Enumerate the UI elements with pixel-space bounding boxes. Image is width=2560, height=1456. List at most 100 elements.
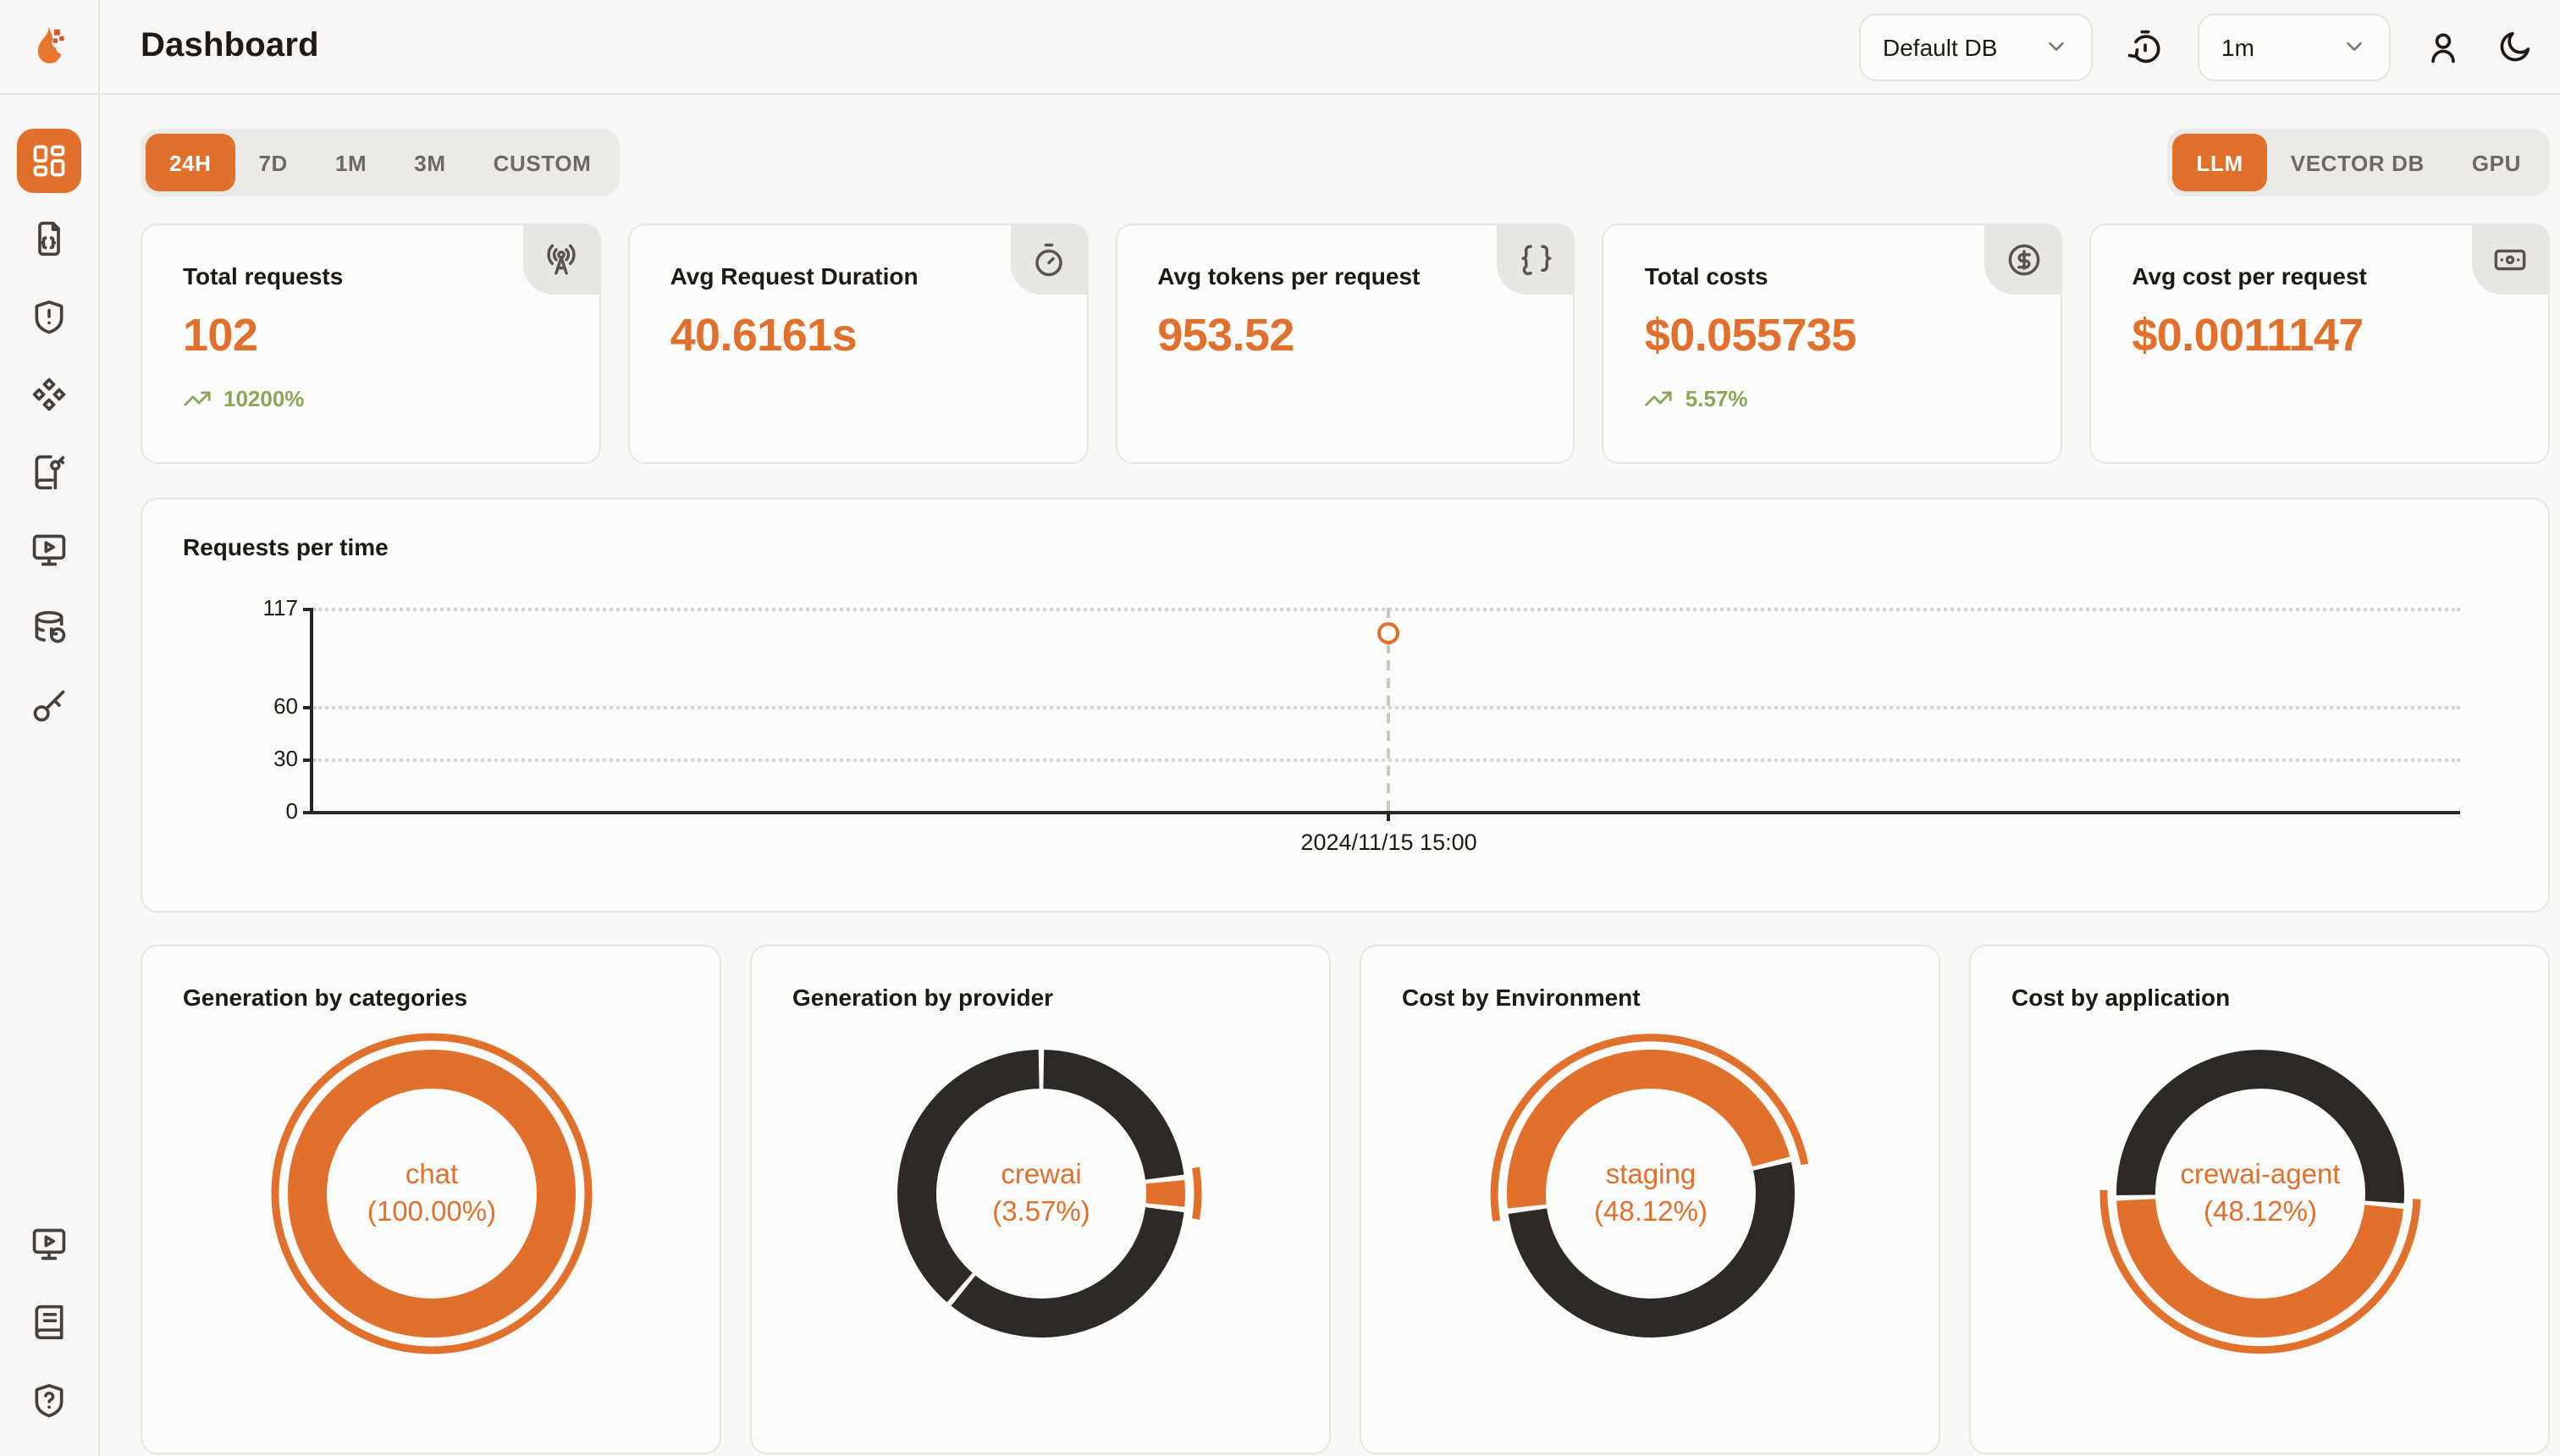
sidebar-item-requests[interactable] bbox=[17, 207, 81, 271]
donut-card-generation-by-categories: Generation by categories chat (100.00%) bbox=[141, 945, 721, 1454]
banknote-icon bbox=[2493, 241, 2529, 277]
y-axis-label: 60 bbox=[273, 693, 298, 720]
stat-value: $0.055735 bbox=[1644, 310, 1857, 361]
circle-dollar-sign-icon bbox=[2006, 241, 2041, 277]
stat-badge bbox=[2471, 223, 2550, 295]
donut-segment-other bbox=[950, 1206, 1183, 1337]
donut-chart-generation-by-categories: chat (100.00%) bbox=[183, 1024, 679, 1363]
timer-reset-icon[interactable] bbox=[2127, 28, 2164, 65]
donut-card-title: Generation by provider bbox=[792, 984, 1054, 1011]
y-axis-tick bbox=[303, 758, 313, 763]
donut-segment-other bbox=[1041, 1050, 1183, 1181]
sidebar-item-prompts[interactable] bbox=[17, 362, 81, 427]
y-axis-tick bbox=[303, 811, 313, 814]
sidebar-item-exceptions[interactable] bbox=[17, 284, 81, 349]
sidebar-item-database-config[interactable] bbox=[17, 596, 81, 660]
database-backup-icon bbox=[30, 609, 68, 647]
stat-title: Avg tokens per request bbox=[1157, 262, 1421, 290]
stat-value: 102 bbox=[183, 310, 258, 361]
sidebar-item-support[interactable] bbox=[17, 1368, 81, 1432]
y-axis-tick bbox=[303, 608, 313, 611]
time-range-tabs: 24H 7D 1M 3M CUSTOM bbox=[141, 129, 621, 196]
donut-segment-staging bbox=[1506, 1050, 1790, 1209]
tab-range-1m[interactable]: 1M bbox=[334, 150, 367, 175]
braces-icon bbox=[1519, 241, 1554, 277]
donut-card-title: Cost by Environment bbox=[1402, 984, 1641, 1011]
donut-segment-other bbox=[897, 1050, 1040, 1303]
user-icon[interactable] bbox=[2425, 28, 2462, 65]
gridline bbox=[313, 608, 2460, 611]
donut-highlight-ring bbox=[1489, 1034, 1808, 1222]
trending-up-icon bbox=[1645, 384, 1674, 413]
stat-value: $0.0011147 bbox=[2132, 310, 2364, 361]
tab-source-gpu[interactable]: GPU bbox=[2471, 150, 2521, 175]
stat-card: Avg tokens per request 953.52 bbox=[1115, 223, 1575, 464]
shield-question-icon bbox=[30, 1382, 68, 1419]
y-axis-label: 117 bbox=[262, 595, 298, 620]
donut-chart-generation-by-provider: crewai (3.57%) bbox=[792, 1024, 1288, 1363]
stat-value: 40.6161s bbox=[670, 310, 858, 361]
tab-source-llm[interactable]: LLM bbox=[2172, 134, 2267, 191]
data-point[interactable] bbox=[1377, 622, 1400, 645]
chart-title: Requests per time bbox=[183, 533, 389, 560]
donut-segment-other bbox=[2115, 1050, 2403, 1204]
sidebar-item-playground[interactable] bbox=[17, 518, 81, 582]
donut-card-generation-by-provider: Generation by provider crewai (3.57%) bbox=[750, 945, 1331, 1454]
main-content: 24H 7D 1M 3M CUSTOM LLM VECTOR DB GPU Total re… bbox=[100, 95, 2560, 1456]
stat-value: 953.52 bbox=[1157, 310, 1294, 361]
stat-card: Avg cost per request $0.0011147 bbox=[2089, 223, 2550, 464]
filters-row: 24H 7D 1M 3M CUSTOM LLM VECTOR DB GPU bbox=[141, 129, 2550, 196]
donut-chart-cost-by-environment: staging (48.12%) bbox=[1402, 1024, 1898, 1363]
stat-title: Avg cost per request bbox=[2132, 262, 2367, 290]
chevron-down-icon bbox=[2342, 34, 2367, 59]
donut-center-label-pct: (48.12%) bbox=[2203, 1195, 2316, 1227]
donut-center-label-name: staging bbox=[1605, 1158, 1695, 1189]
requests-per-time-card: Requests per time 0 30 60 117 2024/11/15 15:… bbox=[141, 498, 2550, 913]
chevron-down-icon bbox=[2044, 34, 2069, 59]
layout-dashboard-icon bbox=[30, 142, 68, 179]
stat-cards-row: Total requests 102 10200% Avg Request Durat… bbox=[141, 223, 2550, 464]
donut-center-label-name: crewai bbox=[1000, 1158, 1080, 1189]
donut-highlight-ring bbox=[2099, 1189, 2420, 1354]
tab-range-7d[interactable]: 7D bbox=[258, 150, 288, 175]
tab-range-3m[interactable]: 3M bbox=[414, 150, 446, 175]
donut-cards-row: Generation by categories chat (100.00%) Gen… bbox=[141, 945, 2550, 1454]
donut-center-label-pct: (3.57%) bbox=[991, 1195, 1090, 1227]
requests-per-time-plot: 0 30 60 117 2024/11/15 15:00 bbox=[263, 595, 2460, 855]
donut-segment-crewai-agent bbox=[2116, 1198, 2403, 1337]
radio-tower-icon bbox=[544, 241, 580, 277]
sidebar-item-dashboard[interactable] bbox=[17, 129, 81, 193]
timer-icon bbox=[1031, 241, 1067, 277]
refresh-interval-select[interactable]: 1m bbox=[2198, 13, 2391, 80]
page-title: Dashboard bbox=[141, 27, 319, 64]
book-text-icon bbox=[30, 1304, 68, 1341]
sidebar-item-api-keys[interactable] bbox=[17, 674, 81, 738]
trending-up-icon bbox=[183, 384, 212, 413]
refresh-interval-value: 1m bbox=[2221, 33, 2254, 60]
donut-card-title: Generation by categories bbox=[183, 984, 468, 1011]
stat-card: Avg Request Duration 40.6161s bbox=[627, 223, 1089, 464]
tab-range-24h[interactable]: 24H bbox=[146, 134, 235, 191]
sidebar-item-getting-started[interactable] bbox=[17, 1212, 81, 1277]
donut-chart-cost-by-application: crewai-agent (48.12%) bbox=[2011, 1024, 2508, 1363]
tab-source-vector-db[interactable]: VECTOR DB bbox=[2290, 150, 2425, 175]
gridline bbox=[313, 758, 2460, 763]
database-select[interactable]: Default DB bbox=[1859, 13, 2093, 80]
y-axis-tick bbox=[303, 706, 313, 710]
app-logo-flame-icon[interactable] bbox=[22, 19, 76, 74]
sidebar-item-documentation[interactable] bbox=[17, 1290, 81, 1354]
topbar: Dashboard Default DB 1m bbox=[0, 0, 2560, 95]
sidebar bbox=[0, 95, 100, 1456]
dark-mode-moon-icon[interactable] bbox=[2496, 28, 2533, 65]
sidebar-item-vault[interactable] bbox=[17, 440, 81, 505]
stat-trend: 5.57% bbox=[1645, 384, 2021, 413]
x-axis-label: 2024/11/15 15:00 bbox=[1300, 830, 1477, 855]
crosshair-dashed-line bbox=[1387, 608, 1391, 811]
tab-range-custom[interactable]: CUSTOM bbox=[493, 150, 592, 175]
y-axis-label: 0 bbox=[285, 798, 298, 824]
monitor-play-icon bbox=[30, 532, 68, 569]
donut-highlight-ring bbox=[270, 1033, 592, 1354]
stat-trend-value: 5.57% bbox=[1685, 386, 1748, 411]
sidebar-top bbox=[17, 129, 81, 752]
source-tabs: LLM VECTOR DB GPU bbox=[2167, 129, 2550, 196]
